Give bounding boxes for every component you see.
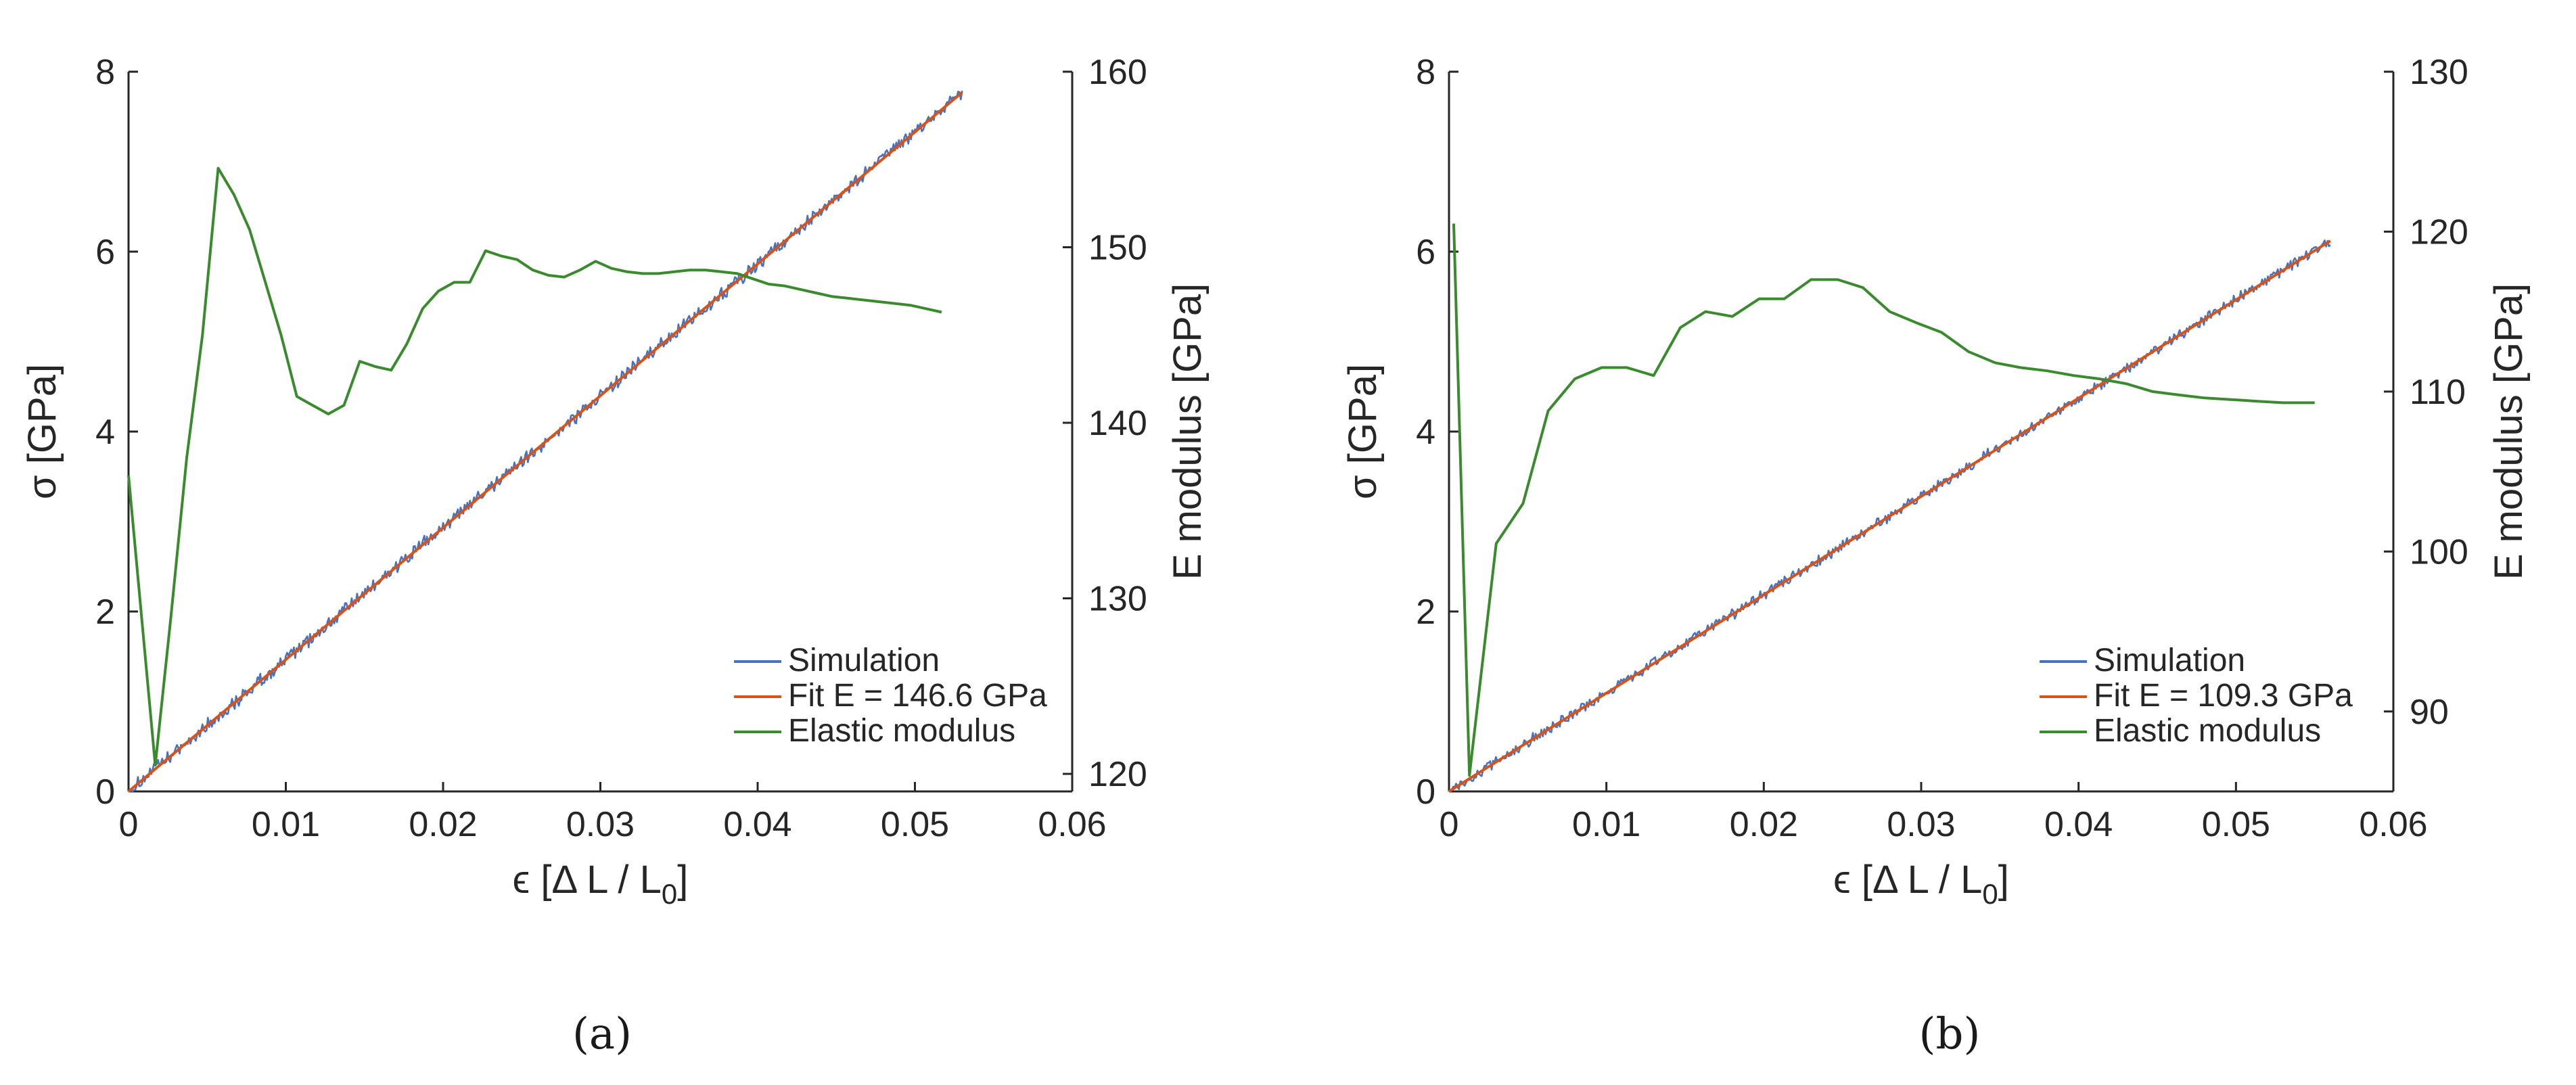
y-left-axis-title: σ [GPa] [20,364,64,499]
x-axis-title-close: ] [1998,858,2009,902]
x-tick-label: 0.06 [1038,805,1106,844]
x-tick-label: 0.04 [723,805,791,844]
y-right-tick-label: 100 [2410,532,2468,572]
x-tick-label: 0.05 [2202,805,2270,844]
y-right-tick-label: 160 [1088,53,1147,92]
series-elastic-modulus-line [1452,223,2315,777]
subfigure-caption: (b) [1919,1009,1981,1059]
y-right-axis-title: E modulus [GPa] [2487,283,2531,580]
y-right-tick-label: 150 [1088,229,1147,268]
y-left-tick-label: 4 [1416,413,1435,452]
y-right-tick-label: 120 [2410,212,2468,252]
y-right-tick-label: 120 [1088,755,1147,794]
x-axis-title-close: ] [677,858,688,902]
legend-label: Simulation [2094,643,2245,678]
x-axis-title-main: ϵ [Δ L / L [1833,858,1982,902]
y-left-tick-label: 0 [1416,772,1435,812]
series-fit-line [127,91,963,793]
y-left-tick-label: 8 [1416,53,1435,92]
legend-label: Fit E = 109.3 GPa [2094,678,2353,714]
y-right-tick-label: 140 [1088,404,1147,443]
chart-a: 0 0.01 0.02 0.03 0.04 0.05 0.06 0 2 4 6 8 120 130 140 1… [20,53,1210,1059]
x-tick-label: 0 [1440,805,1459,844]
x-axis-title-subscript: 0 [1982,878,1998,910]
y-left-axis-title: σ [GPa] [1341,364,1385,499]
y-right-axis-title: E modulus [GPa] [1166,283,1210,580]
y-right-tick-label: 110 [2410,373,2466,412]
x-axis-title: ϵ [Δ L / L0] [1833,858,2009,910]
y-left-tick-label: 6 [1416,233,1435,272]
y-left-tick-label: 2 [95,593,115,632]
x-axis-title-main: ϵ [Δ L / L [513,858,662,902]
x-tick-label: 0 [119,805,139,844]
x-axis-title-subscript: 0 [662,878,677,910]
y-right-tick-label: 130 [2410,53,2468,92]
chart-b: 0 0.01 0.02 0.03 0.04 0.05 0.06 0 2 4 6 8 90 100 110 12… [1341,53,2531,1059]
y-left-tick-label: 2 [1416,593,1435,632]
legend-label: Simulation [788,643,940,678]
y-left-tick-label: 0 [95,772,115,812]
x-tick-label: 0.02 [1730,805,1798,844]
series-fit-line [1448,239,2331,793]
y-right-tick-label: 90 [2410,693,2449,732]
x-tick-label: 0.06 [2359,805,2427,844]
x-tick-label: 0.03 [1887,805,1955,844]
x-tick-label: 0.01 [252,805,320,844]
series-elastic-modulus-line [127,166,942,767]
y-left-tick-label: 8 [95,53,115,92]
x-tick-label: 0.03 [566,805,635,844]
x-tick-label: 0.05 [881,805,949,844]
x-tick-label: 0.01 [1572,805,1640,844]
x-tick-label: 0.04 [2044,805,2113,844]
x-tick-label: 0.02 [409,805,477,844]
legend-label: Elastic modulus [2094,713,2321,749]
legend-label: Elastic modulus [788,713,1015,749]
y-left-tick-label: 6 [95,233,115,272]
y-left-tick-label: 4 [95,413,115,452]
y-right-tick-label: 130 [1088,580,1147,619]
legend-label: Fit E = 146.6 GPa [788,678,1047,714]
x-axis-title: ϵ [Δ L / L0] [513,858,689,910]
subfigure-caption: (a) [572,1009,632,1059]
